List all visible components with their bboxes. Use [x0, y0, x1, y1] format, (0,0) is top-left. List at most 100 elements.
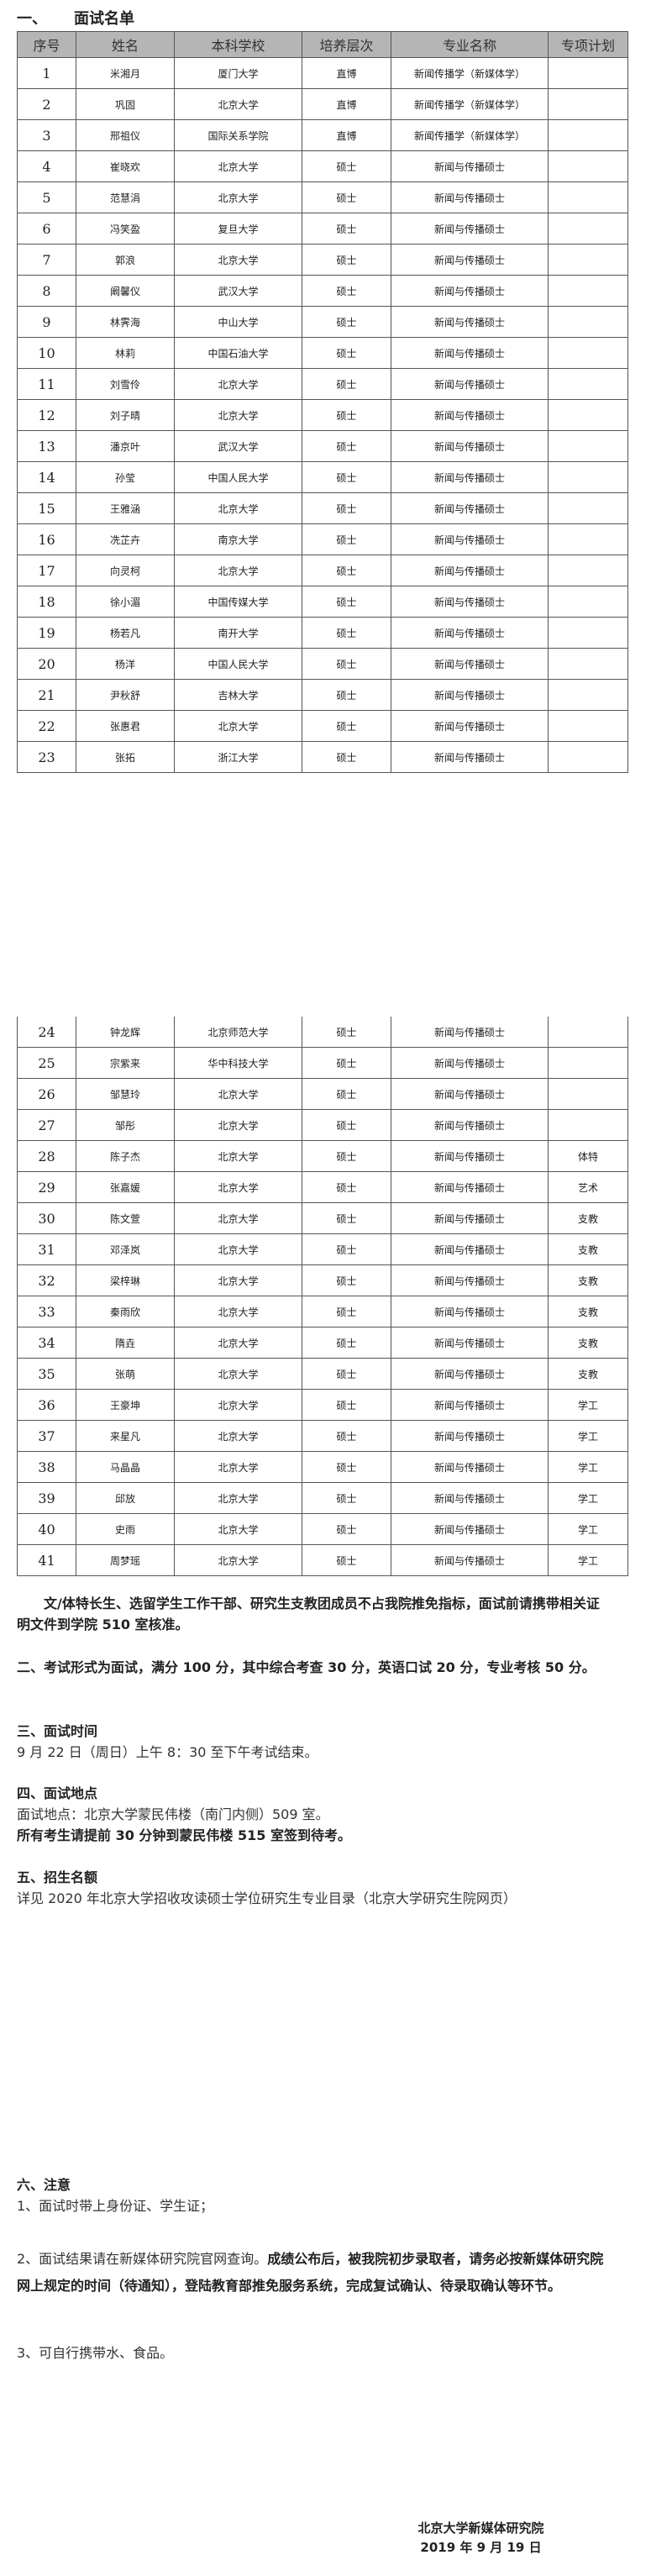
cell-major: 新闻与传播硕士: [391, 617, 549, 649]
table-row: 16 冼芷卉 南京大学 硕士 新闻与传播硕士: [17, 523, 628, 555]
table-row: 14 孙莹 中国人民大学 硕士 新闻与传播硕士: [17, 461, 628, 493]
cell-name: 冯笑盈: [76, 213, 175, 244]
cell-name: 冼芷卉: [76, 523, 175, 555]
cell-level: 硕士: [302, 306, 391, 338]
cell-name: 邱放: [76, 1482, 175, 1514]
cell-index: 29: [17, 1171, 76, 1203]
cell-school: 北京大学: [174, 1513, 302, 1545]
cell-name: 郭浪: [76, 244, 175, 276]
cell-level: 硕士: [302, 1264, 391, 1296]
cell-level: 硕士: [302, 1327, 391, 1359]
cell-special-plan: 学工: [548, 1451, 628, 1483]
cell-level: 直博: [302, 119, 391, 151]
cell-major: 新闻与传播硕士: [391, 648, 549, 680]
table-row: 6 冯笑盈 复旦大学 硕士 新闻与传播硕士: [17, 213, 628, 244]
cell-major: 新闻与传播硕士: [391, 1233, 549, 1265]
table-row: 38 马晶晶 北京大学 硕士 新闻与传播硕士 学工: [17, 1451, 628, 1483]
cell-school: 国际关系学院: [174, 119, 302, 151]
cell-school: 北京大学: [174, 1420, 302, 1452]
cell-school: 北京大学: [174, 1078, 302, 1110]
cell-school: 复旦大学: [174, 213, 302, 244]
cell-special-plan: [548, 492, 628, 524]
cell-level: 直博: [302, 57, 391, 89]
cell-level: 硕士: [302, 368, 391, 400]
cell-index: 23: [17, 741, 76, 773]
cell-school: 北京大学: [174, 368, 302, 400]
cell-index: 18: [17, 586, 76, 618]
header-name: 姓名: [76, 31, 175, 58]
cell-level: 硕士: [302, 586, 391, 618]
cell-index: 32: [17, 1264, 76, 1296]
cell-major: 新闻与传播硕士: [391, 1078, 549, 1110]
cell-level: 硕士: [302, 1202, 391, 1234]
cell-index: 13: [17, 430, 76, 462]
cell-name: 王豪坤: [76, 1389, 175, 1421]
cell-name: 邹慧玲: [76, 1078, 175, 1110]
table-row: 36 王豪坤 北京大学 硕士 新闻与传播硕士 学工: [17, 1389, 628, 1421]
cell-level: 硕士: [302, 492, 391, 524]
table-row: 11 刘雪伶 北京大学 硕士 新闻与传播硕士: [17, 368, 628, 400]
cell-level: 硕士: [302, 1109, 391, 1141]
cell-special-plan: [548, 244, 628, 276]
cell-school: 北京大学: [174, 1140, 302, 1172]
header-school: 本科学校: [174, 31, 302, 58]
cell-major: 新闻与传播硕士: [391, 492, 549, 524]
cell-school: 南京大学: [174, 523, 302, 555]
section-3-time: 9 月 22 日（周日）上午 8：30 至下午考试结束。: [17, 1744, 318, 1760]
cell-major: 新闻传播学（新媒体学）: [391, 57, 549, 89]
cell-index: 1: [17, 57, 76, 89]
cell-school: 北京大学: [174, 710, 302, 742]
table-row: 39 邱放 北京大学 硕士 新闻与传播硕士 学工: [17, 1482, 628, 1514]
table-row: 40 史雨 北京大学 硕士 新闻与传播硕士 学工: [17, 1513, 628, 1545]
table-row: 24 钟龙辉 北京师范大学 硕士 新闻与传播硕士: [17, 1017, 628, 1048]
cell-special-plan: [548, 679, 628, 711]
cell-special-plan: [548, 430, 628, 462]
cell-index: 25: [17, 1047, 76, 1079]
cell-special-plan: 学工: [548, 1544, 628, 1576]
header-major: 专业名称: [391, 31, 549, 58]
cell-name: 张惠君: [76, 710, 175, 742]
cell-name: 钟龙辉: [76, 1017, 175, 1048]
table-row: 22 张惠君 北京大学 硕士 新闻与传播硕士: [17, 710, 628, 742]
cell-name: 陈子杰: [76, 1140, 175, 1172]
cell-level: 硕士: [302, 150, 391, 182]
cell-level: 硕士: [302, 275, 391, 307]
table-row: 17 向灵柯 北京大学 硕士 新闻与传播硕士: [17, 555, 628, 586]
cell-name: 潘京叶: [76, 430, 175, 462]
table-row: 26 邹慧玲 北京大学 硕士 新闻与传播硕士: [17, 1078, 628, 1110]
table-row: 31 邓泽岚 北京大学 硕士 新闻与传播硕士 支教: [17, 1233, 628, 1265]
cell-school: 北京大学: [174, 1233, 302, 1265]
table-row: 21 尹秋舒 吉林大学 硕士 新闻与传播硕士: [17, 679, 628, 711]
cell-name: 向灵柯: [76, 555, 175, 586]
cell-school: 北京大学: [174, 555, 302, 586]
cell-school: 北京大学: [174, 399, 302, 431]
cell-name: 秦雨欣: [76, 1296, 175, 1327]
cell-special-plan: [548, 648, 628, 680]
cell-major: 新闻与传播硕士: [391, 523, 549, 555]
table-row: 4 崔晓欢 北京大学 硕士 新闻与传播硕士: [17, 150, 628, 182]
table-row: 5 范慧涓 北京大学 硕士 新闻与传播硕士: [17, 181, 628, 213]
cell-major: 新闻与传播硕士: [391, 586, 549, 618]
cell-level: 硕士: [302, 461, 391, 493]
cell-index: 11: [17, 368, 76, 400]
cell-name: 邢祖仪: [76, 119, 175, 151]
cell-major: 新闻与传播硕士: [391, 679, 549, 711]
cell-index: 8: [17, 275, 76, 307]
table-row: 34 隋垚 北京大学 硕士 新闻与传播硕士 支教: [17, 1327, 628, 1359]
cell-major: 新闻与传播硕士: [391, 1264, 549, 1296]
special-candidates-note: 文/体特长生、选留学生工作干部、研究生支教团成员不占我院推免指标，面试前请携带相…: [17, 1596, 600, 1632]
cell-level: 硕士: [302, 1078, 391, 1110]
table-row: 2 巩固 北京大学 直博 新闻传播学（新媒体学）: [17, 88, 628, 120]
table-row: 12 刘子晴 北京大学 硕士 新闻与传播硕士: [17, 399, 628, 431]
cell-index: 2: [17, 88, 76, 120]
cell-index: 31: [17, 1233, 76, 1265]
table-row: 37 来星凡 北京大学 硕士 新闻与传播硕士 学工: [17, 1420, 628, 1452]
interview-list-table-part-1: 序号 姓名 本科学校 培养层次 专业名称 专项计划 1 米湘月 厦门大学 直博 新闻传播…: [17, 31, 628, 773]
cell-school: 北京大学: [174, 1327, 302, 1359]
cell-level: 直博: [302, 88, 391, 120]
cell-special-plan: 学工: [548, 1420, 628, 1452]
cell-school: 北京大学: [174, 244, 302, 276]
notice-item-1: 1、面试时带上身份证、学生证；: [17, 2198, 214, 2214]
cell-major: 新闻与传播硕士: [391, 710, 549, 742]
cell-special-plan: 支教: [548, 1202, 628, 1234]
